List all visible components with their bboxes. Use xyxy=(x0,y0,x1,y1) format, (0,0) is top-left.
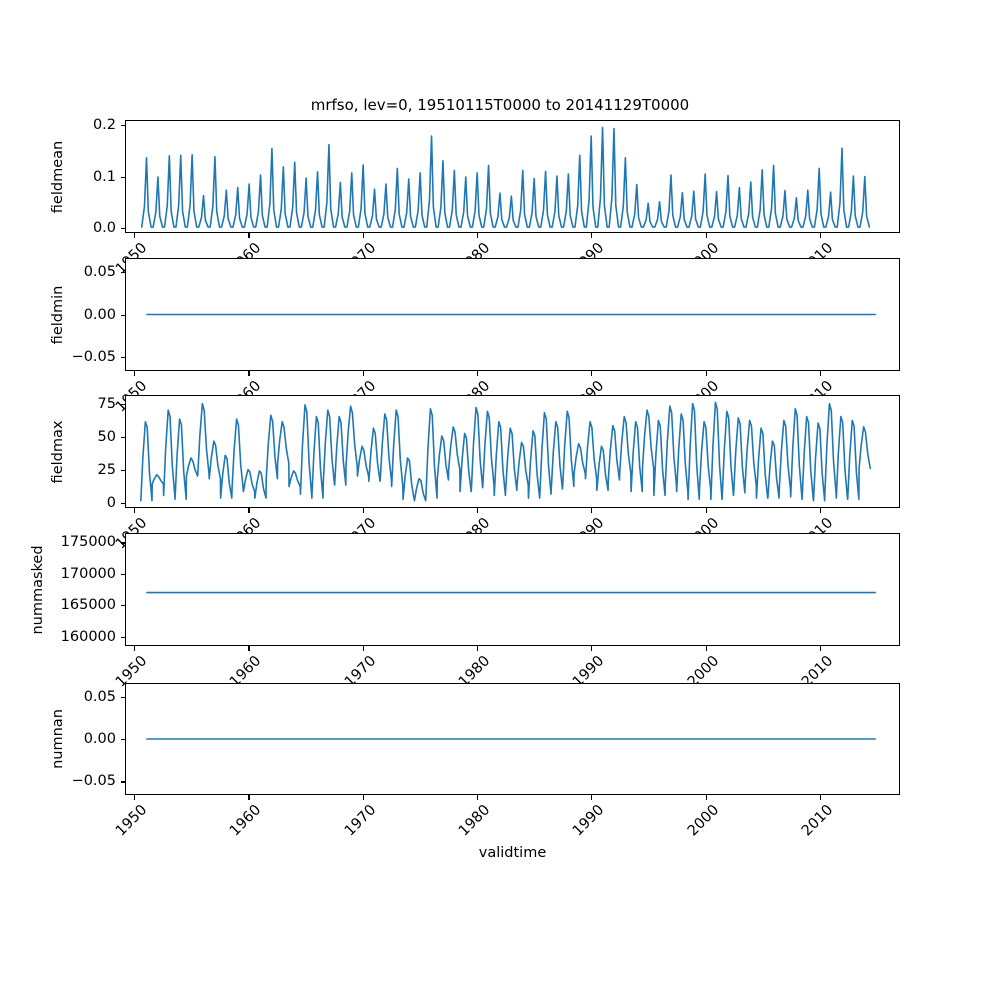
x-tick-label-numnan-3: 1980 xyxy=(455,802,494,840)
y-tick-label-numnan-2: 0.05 xyxy=(83,688,116,705)
x-tick-mark-fieldmin-3 xyxy=(477,371,479,376)
x-tick-label-numnan-0: 1950 xyxy=(113,802,151,840)
y-tick-label-nummasked-2: 170000 xyxy=(60,565,116,582)
x-tick-mark-fieldmax-2 xyxy=(362,508,364,513)
x-tick-mark-fieldmin-5 xyxy=(705,371,707,376)
y-tick-label-fieldmin-1: 0.00 xyxy=(83,306,116,323)
x-tick-mark-nummasked-4 xyxy=(591,646,593,651)
x-tick-mark-fieldmean-4 xyxy=(591,233,593,238)
x-tick-mark-fieldmean-6 xyxy=(819,233,822,238)
y-tick-mark-nummasked-1 xyxy=(120,605,125,607)
x-tick-mark-fieldmax-1 xyxy=(248,508,250,513)
x-tick-mark-fieldmin-1 xyxy=(248,371,250,376)
x-tick-mark-nummasked-2 xyxy=(362,646,364,651)
x-tick-mark-fieldmean-5 xyxy=(705,233,707,238)
y-tick-label-fieldmean-2: 0.2 xyxy=(92,117,116,134)
y-tick-mark-numnan-1 xyxy=(120,739,125,741)
x-tick-mark-nummasked-5 xyxy=(705,646,707,651)
y-tick-label-fieldmean-1: 0.1 xyxy=(92,168,116,185)
x-tick-mark-numnan-3 xyxy=(477,795,479,800)
x-tick-mark-fieldmax-6 xyxy=(819,508,822,513)
subplot-numnan xyxy=(125,683,900,795)
x-tick-mark-fieldmin-0 xyxy=(134,371,136,376)
y-axis-label-fieldmin: fieldmin xyxy=(50,285,66,344)
y-axis-label-fieldmax: fieldmax xyxy=(50,420,66,483)
x-tick-mark-fieldmean-0 xyxy=(134,233,136,238)
figure-title: mrfso, lev=0, 19510115T0000 to 20141129T… xyxy=(310,96,690,114)
series-line-fieldmax xyxy=(140,401,872,502)
y-tick-label-nummasked-1: 165000 xyxy=(60,597,116,614)
subplot-fieldmean xyxy=(125,120,900,233)
x-tick-mark-numnan-2 xyxy=(362,795,364,800)
y-tick-mark-fieldmax-2 xyxy=(120,437,125,439)
y-axis-label-numnan: numnan xyxy=(50,709,66,769)
x-tick-mark-fieldmin-4 xyxy=(591,371,593,376)
x-axis-label: validtime xyxy=(478,845,547,861)
y-tick-label-fieldmin-2: 0.05 xyxy=(83,263,116,280)
y-axis-label-nummasked: nummasked xyxy=(30,544,46,635)
y-tick-mark-fieldmax-0 xyxy=(120,502,125,504)
y-tick-mark-nummasked-2 xyxy=(120,573,125,575)
y-tick-mark-fieldmean-0 xyxy=(120,227,125,230)
y-tick-mark-numnan-0 xyxy=(120,781,125,783)
x-tick-mark-fieldmean-1 xyxy=(248,233,250,238)
y-tick-label-fieldmin-0: −0.05 xyxy=(71,349,116,366)
y-tick-mark-fieldmax-1 xyxy=(120,469,125,472)
x-tick-label-numnan-2: 1970 xyxy=(341,802,380,840)
y-axis-label-fieldmean: fieldmean xyxy=(50,140,66,213)
y-tick-label-numnan-1: 0.00 xyxy=(83,731,116,747)
y-tick-label-nummasked-0: 160000 xyxy=(60,628,116,645)
y-tick-mark-fieldmax-3 xyxy=(120,404,125,406)
x-tick-mark-numnan-4 xyxy=(591,795,593,800)
x-tick-label-numnan-1: 1960 xyxy=(227,802,265,840)
x-tick-mark-nummasked-1 xyxy=(248,646,250,651)
x-tick-mark-fieldmax-5 xyxy=(705,508,707,513)
x-tick-mark-fieldmax-3 xyxy=(477,508,479,513)
subplot-nummasked xyxy=(125,533,900,646)
subplot-fieldmin xyxy=(125,258,900,371)
x-tick-label-numnan-6: 2010 xyxy=(798,802,837,840)
y-tick-mark-fieldmean-2 xyxy=(120,125,125,127)
y-tick-mark-fieldmean-1 xyxy=(120,176,125,178)
y-tick-label-fieldmax-1: 25 xyxy=(97,461,116,478)
y-tick-label-nummasked-3: 175000 xyxy=(60,534,116,551)
x-tick-mark-fieldmin-6 xyxy=(819,371,822,376)
x-tick-mark-fieldmean-2 xyxy=(362,233,364,238)
x-tick-mark-fieldmax-4 xyxy=(591,508,593,513)
x-tick-label-numnan-4: 1990 xyxy=(570,802,608,840)
y-tick-label-fieldmax-2: 50 xyxy=(97,429,116,445)
x-tick-mark-numnan-6 xyxy=(819,795,822,800)
y-tick-label-fieldmean-0: 0.0 xyxy=(92,219,116,236)
x-tick-mark-fieldmin-2 xyxy=(362,371,364,376)
x-tick-label-numnan-5: 2000 xyxy=(684,802,722,840)
subplot-fieldmax xyxy=(125,395,900,508)
x-tick-mark-fieldmean-3 xyxy=(477,233,479,238)
series-line-fieldmean xyxy=(140,126,871,228)
x-tick-mark-fieldmax-0 xyxy=(134,508,136,513)
y-tick-mark-fieldmin-1 xyxy=(120,314,125,316)
y-tick-label-numnan-0: −0.05 xyxy=(71,773,116,790)
y-tick-mark-fieldmin-2 xyxy=(120,271,125,273)
x-tick-mark-numnan-1 xyxy=(248,795,250,800)
y-tick-label-fieldmax-3: 75 xyxy=(97,396,116,413)
y-tick-mark-nummasked-0 xyxy=(120,636,125,638)
x-tick-mark-nummasked-0 xyxy=(134,646,136,651)
y-tick-label-fieldmax-0: 0 xyxy=(106,494,116,511)
y-tick-mark-numnan-2 xyxy=(120,696,125,698)
x-tick-mark-numnan-5 xyxy=(705,795,707,800)
y-tick-mark-fieldmin-0 xyxy=(120,357,125,359)
x-tick-mark-numnan-0 xyxy=(134,795,136,800)
y-tick-mark-nummasked-3 xyxy=(120,542,125,544)
x-tick-mark-nummasked-3 xyxy=(477,646,479,651)
x-tick-mark-nummasked-6 xyxy=(819,646,822,651)
